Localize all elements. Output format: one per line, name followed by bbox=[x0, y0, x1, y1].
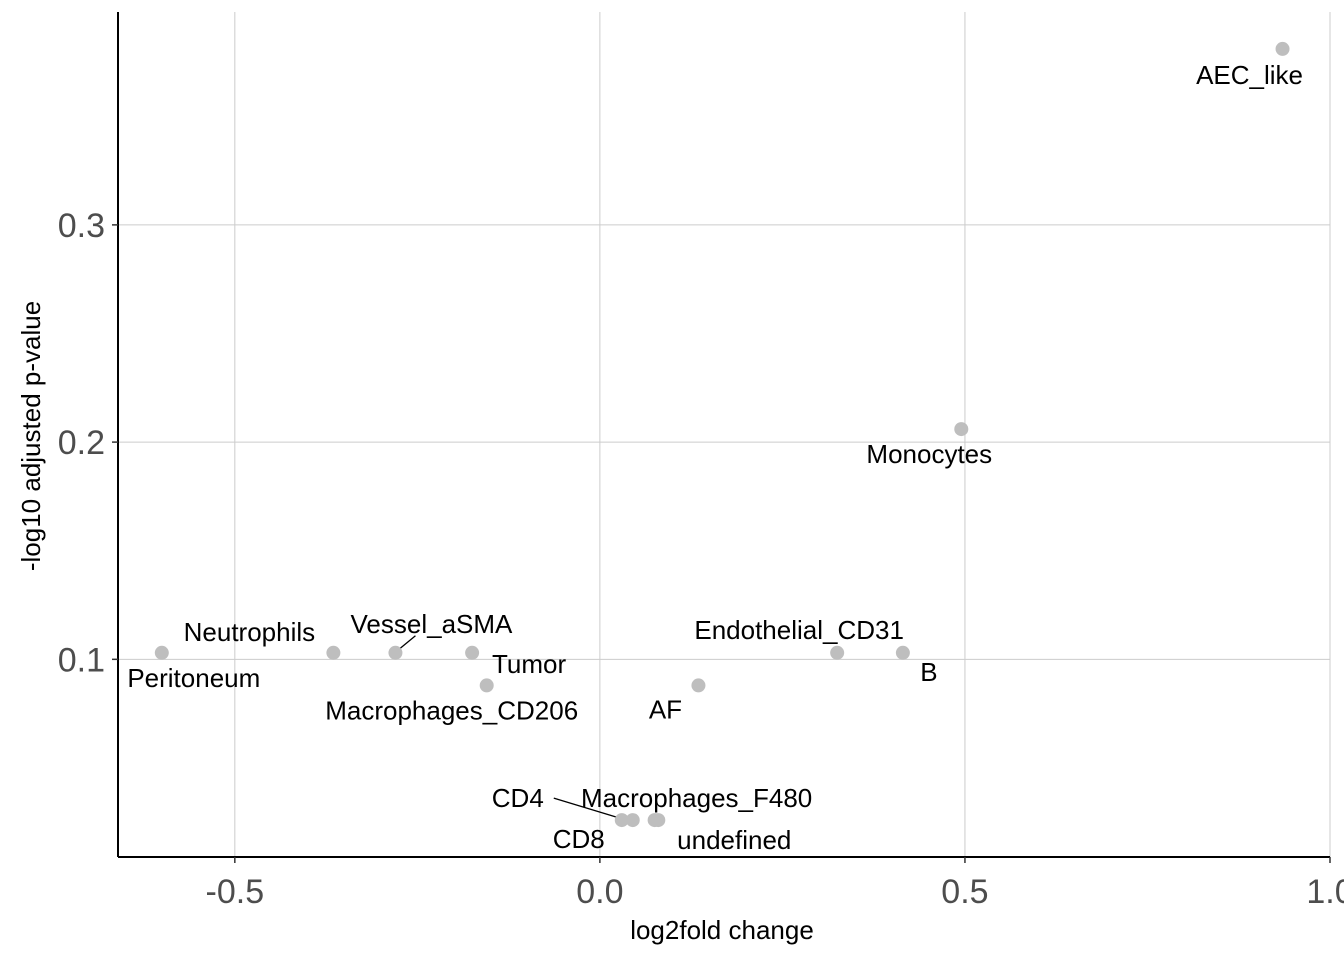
point-label: AEC_like bbox=[1196, 60, 1303, 90]
data-point bbox=[479, 678, 494, 693]
data-point bbox=[614, 813, 629, 828]
y-tick-labels: 0.1 0.2 0.3 bbox=[58, 207, 118, 679]
point-label: AF bbox=[649, 694, 682, 724]
data-point bbox=[625, 813, 640, 828]
y-tick-label: 0.3 bbox=[58, 207, 105, 245]
data-point bbox=[830, 645, 845, 660]
point-label: Endothelial_CD31 bbox=[694, 615, 904, 645]
grid bbox=[118, 12, 1331, 857]
label-leader-lines bbox=[398, 635, 620, 819]
point-label: undefined bbox=[677, 825, 791, 855]
data-point bbox=[465, 645, 480, 660]
point-label: Vessel_aSMA bbox=[351, 609, 514, 639]
y-tick-label: 0.2 bbox=[58, 424, 105, 462]
x-tick-label: 1.0 bbox=[1306, 873, 1344, 911]
x-tick-label: 0.5 bbox=[941, 873, 988, 911]
point-label: Tumor bbox=[492, 649, 566, 679]
data-point bbox=[388, 645, 403, 660]
data-point bbox=[1275, 41, 1290, 56]
point-label: Macrophages_F480 bbox=[581, 783, 812, 813]
data-point bbox=[154, 645, 169, 660]
data-point bbox=[954, 422, 969, 437]
data-point bbox=[651, 813, 666, 828]
data-point bbox=[895, 645, 910, 660]
x-axis-title: log2fold change bbox=[630, 915, 814, 945]
x-tick-label: 0.0 bbox=[576, 873, 623, 911]
point-label: Peritoneum bbox=[127, 663, 260, 693]
data-point bbox=[326, 645, 341, 660]
x-tick-label: -0.5 bbox=[206, 873, 265, 911]
axes bbox=[117, 12, 1330, 858]
data-points bbox=[154, 41, 1290, 828]
point-label: B bbox=[920, 657, 937, 687]
y-tick-label: 0.1 bbox=[58, 641, 105, 679]
point-label: Monocytes bbox=[866, 439, 992, 469]
y-axis-title: -log10 adjusted p-value bbox=[16, 301, 46, 571]
point-label: CD4 bbox=[492, 783, 544, 813]
point-label: Neutrophils bbox=[184, 617, 316, 647]
point-labels: AEC_like Monocytes Endothelial_CD31 B AF Peri… bbox=[127, 60, 1303, 855]
label-leader-line bbox=[398, 635, 416, 651]
label-leader-line bbox=[553, 797, 620, 819]
point-label: Macrophages_CD206 bbox=[325, 695, 578, 725]
point-label: CD8 bbox=[553, 824, 605, 854]
data-point bbox=[691, 678, 706, 693]
x-tick-labels: -0.5 0.0 0.5 1.0 bbox=[206, 857, 1344, 911]
